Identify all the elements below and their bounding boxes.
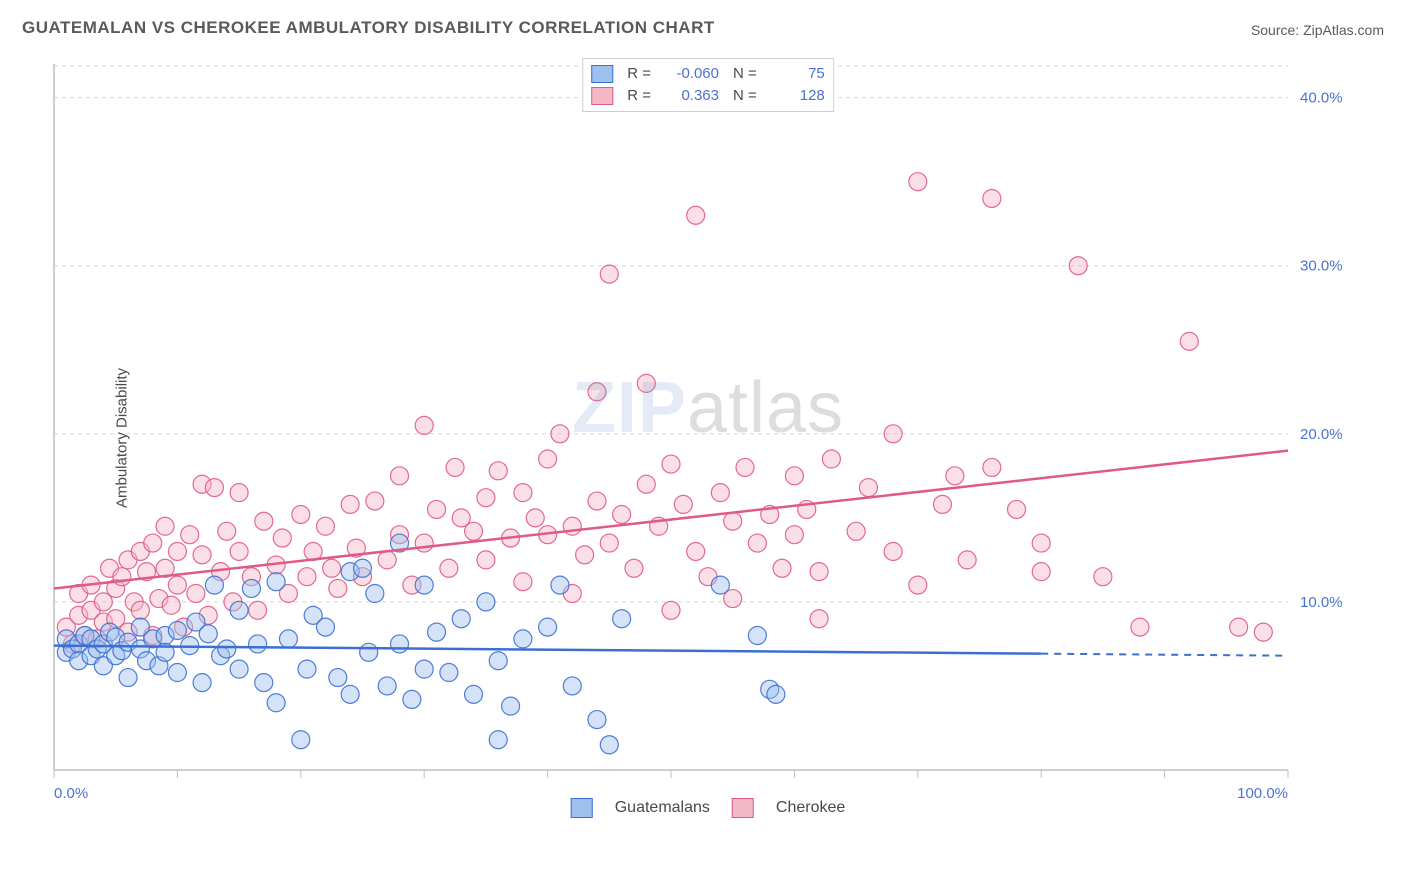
- plot-area: Ambulatory Disability ZIPatlas R = -0.06…: [48, 58, 1368, 818]
- chart-svg: 10.0% 20.0% 30.0% 40.0% 0.0% 100.0%: [48, 58, 1368, 818]
- r-value-guatemalans: -0.060: [665, 63, 719, 85]
- series-label-guatemalans: Guatemalans: [615, 799, 710, 817]
- series-legend: Guatemalans Cherokee: [571, 798, 846, 818]
- n-label: N =: [733, 63, 757, 85]
- n-label: N =: [733, 85, 757, 107]
- svg-text:0.0%: 0.0%: [54, 785, 88, 802]
- swatch-cherokee: [732, 798, 754, 818]
- stats-legend: R = -0.060 N = 75 R = 0.363 N = 128: [582, 58, 834, 112]
- r-label: R =: [627, 85, 651, 107]
- swatch-cherokee: [591, 87, 613, 105]
- source-prefix: Source:: [1251, 22, 1303, 38]
- stats-row-cherokee: R = 0.363 N = 128: [591, 85, 825, 107]
- svg-text:20.0%: 20.0%: [1300, 426, 1343, 443]
- svg-text:100.0%: 100.0%: [1237, 785, 1288, 802]
- n-value-cherokee: 128: [771, 85, 825, 107]
- swatch-guatemalans: [571, 798, 593, 818]
- chart-title: GUATEMALAN VS CHEROKEE AMBULATORY DISABI…: [22, 18, 715, 38]
- series-label-cherokee: Cherokee: [776, 799, 845, 817]
- swatch-guatemalans: [591, 65, 613, 83]
- n-value-guatemalans: 75: [771, 63, 825, 85]
- y-axis-label: Ambulatory Disability: [114, 368, 131, 508]
- stats-row-guatemalans: R = -0.060 N = 75: [591, 63, 825, 85]
- svg-text:40.0%: 40.0%: [1300, 90, 1343, 107]
- svg-text:10.0%: 10.0%: [1300, 594, 1343, 611]
- r-value-cherokee: 0.363: [665, 85, 719, 107]
- source-name: ZipAtlas.com: [1303, 22, 1384, 38]
- svg-text:30.0%: 30.0%: [1300, 258, 1343, 275]
- source-attribution: Source: ZipAtlas.com: [1251, 22, 1384, 38]
- r-label: R =: [627, 63, 651, 85]
